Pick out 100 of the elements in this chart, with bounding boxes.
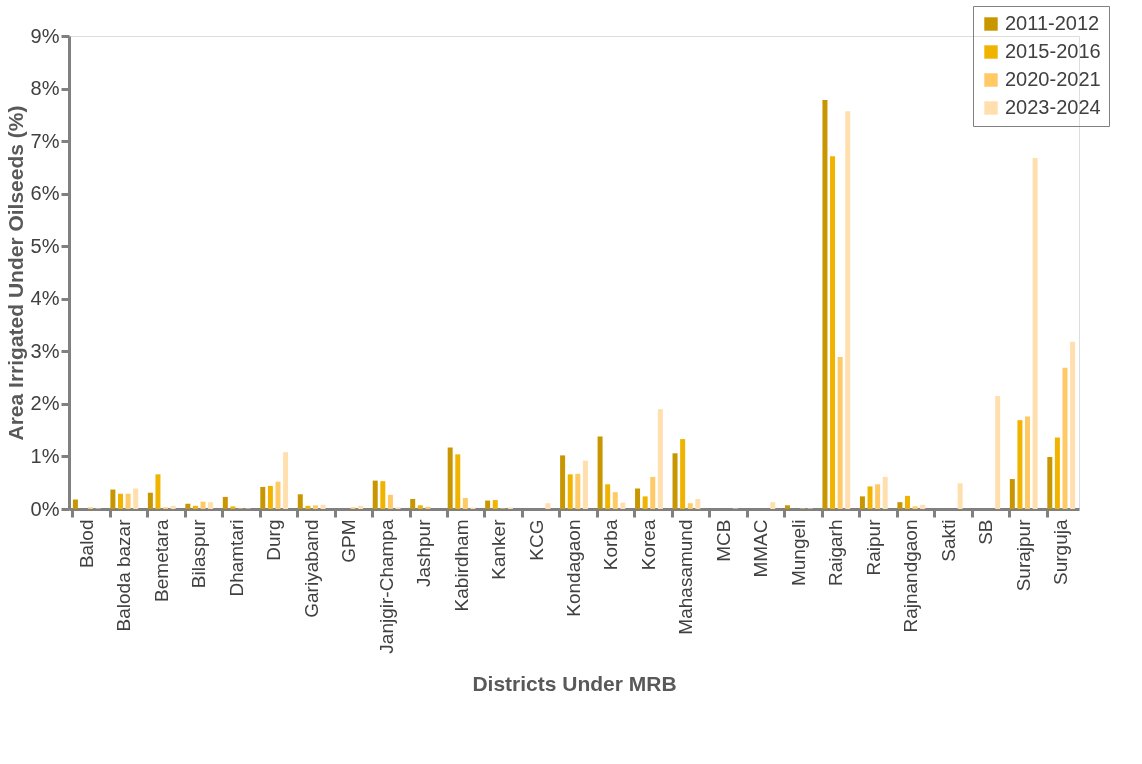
bar: [672, 453, 678, 509]
bar: [545, 503, 551, 509]
bar: [185, 503, 191, 509]
x-tick-label: Raipur: [862, 518, 884, 576]
bar: [859, 496, 865, 509]
y-axis-title: Area Irrigated Under Oilseeds (%): [3, 105, 27, 441]
bar: [1062, 367, 1068, 509]
bar: [125, 493, 131, 509]
x-tick-label: Rajnandgaon: [900, 519, 922, 633]
bar: [312, 505, 318, 509]
x-tick-label: Mahasamund: [675, 519, 697, 635]
bar: [560, 455, 566, 509]
legend-label: 2011-2012: [1005, 12, 1100, 34]
bar: [567, 474, 573, 509]
x-tick-label: Balod: [75, 519, 97, 569]
bar: [597, 436, 603, 509]
bar: [882, 476, 888, 509]
legend-label: 2015-2016: [1005, 40, 1101, 62]
x-tick-label: Janjgir-Champa: [375, 519, 397, 654]
bar: [170, 505, 176, 509]
bar: [358, 505, 364, 509]
bar: [642, 496, 648, 509]
bar: [575, 473, 581, 509]
x-tick-label: MMAC: [750, 519, 772, 578]
bar: [155, 474, 161, 509]
bar: [222, 496, 228, 509]
y-tick-label: 9%: [30, 24, 60, 47]
bar: [1009, 479, 1015, 509]
bar: [1025, 416, 1031, 509]
bar: [687, 503, 693, 509]
bar: [425, 506, 431, 509]
bar: [830, 156, 836, 509]
bar: [995, 396, 1001, 509]
bar: [372, 480, 378, 509]
bar: [582, 460, 588, 509]
bar: [192, 505, 198, 509]
bar: [110, 489, 116, 509]
x-tick-label: Korba: [600, 519, 622, 571]
bar: [904, 495, 910, 509]
x-tick-label: Sakti: [937, 519, 959, 562]
y-tick-label: 8%: [30, 77, 60, 100]
bar: [455, 454, 461, 509]
bar: [297, 494, 303, 509]
bar: [200, 501, 206, 509]
bar: [447, 447, 453, 509]
bar: [635, 488, 641, 509]
bar: [260, 486, 266, 509]
bar: [72, 499, 78, 509]
y-tick-label: 1%: [30, 444, 60, 467]
bar: [387, 494, 393, 509]
x-tick-label: Kanker: [488, 518, 510, 580]
bar: [695, 499, 701, 509]
y-tick-label: 4%: [30, 287, 60, 310]
bar: [650, 476, 656, 509]
legend-label: 2020-2021: [1005, 68, 1101, 90]
x-axis-title: Districts Under MRB: [472, 671, 677, 695]
bar: [267, 485, 273, 509]
bar: [784, 505, 790, 509]
bar: [875, 484, 881, 509]
x-tick-label: Surguja: [1050, 519, 1072, 585]
x-tick-label: Dhamtari: [225, 519, 247, 597]
bar: [283, 452, 289, 509]
x-tick-label: Bemetara: [150, 519, 172, 602]
bar: [957, 483, 963, 509]
y-tick-label: 2%: [30, 392, 60, 415]
bar: [147, 492, 153, 509]
x-tick-label: KCG: [525, 519, 547, 561]
bar: [605, 484, 611, 509]
x-tick-label: MCB: [712, 519, 734, 562]
bar: [492, 500, 498, 509]
bar: [320, 504, 326, 509]
x-tick-label: Bilaspur: [188, 518, 210, 589]
bar: [912, 506, 918, 509]
bar: [612, 492, 618, 509]
bar: [380, 481, 386, 509]
bar: [897, 502, 903, 509]
x-tick-label: Gariyaband: [300, 519, 322, 618]
bar: [417, 505, 423, 509]
bar: [485, 500, 491, 509]
x-tick-label: Kondagaon: [563, 519, 584, 617]
bar: [837, 357, 843, 509]
bar: [305, 505, 311, 509]
bar: [845, 111, 851, 509]
y-tick-label: 0%: [30, 497, 60, 520]
bar: [680, 439, 686, 509]
y-tick-label: 3%: [30, 339, 60, 362]
bar: [1054, 437, 1060, 509]
x-tick-label: Baloda bazar: [113, 518, 135, 632]
bar: [770, 502, 776, 509]
bar: [657, 409, 663, 509]
bar: [1017, 420, 1023, 509]
bar: [133, 488, 139, 509]
bar: [230, 506, 236, 509]
bar: [275, 481, 281, 509]
bar: [208, 502, 214, 509]
bar: [410, 499, 416, 509]
x-tick-label: Mungeli: [787, 519, 809, 587]
bar: [1047, 456, 1053, 509]
x-tick-label: Raigarh: [825, 519, 847, 587]
x-tick-label: Durg: [263, 519, 285, 561]
